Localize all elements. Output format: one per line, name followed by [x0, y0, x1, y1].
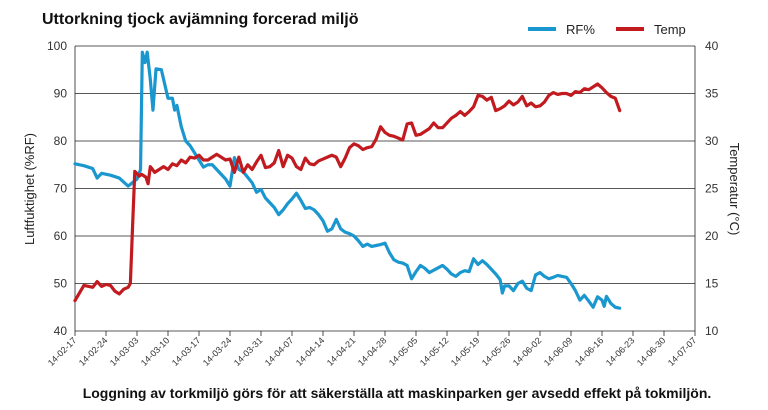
y-right-tick-label-0: 10	[705, 324, 719, 338]
y-axis-left-label: Luftfuktighet (%RF)	[22, 133, 37, 245]
x-tick-label-0: 14-02-17	[46, 335, 79, 368]
y-left-tick-label-1: 50	[54, 277, 68, 291]
y-left-tick-label-3: 70	[54, 182, 68, 196]
y-axis-right-label: Temperatur (°C)	[727, 143, 742, 236]
y-axis-left-ticks: 40 50 60 70 80 90 100	[47, 39, 67, 338]
y-right-tick-label-4: 30	[705, 134, 719, 148]
x-tick-label-17: 14-06-16	[573, 335, 606, 368]
x-tick-label-20: 14-07-07	[666, 335, 699, 368]
legend-label-temp: Temp	[654, 22, 686, 37]
x-tick-label-9: 14-04-21	[325, 335, 358, 368]
series-line-temp	[73, 82, 622, 303]
x-tick-label-14: 14-05-26	[480, 335, 513, 368]
y-axis-right-ticks: 10 15 20 25 30 35 40	[705, 39, 719, 338]
x-tick-label-19: 14-06-30	[635, 335, 668, 368]
series-line-rf	[73, 50, 622, 310]
legend-label-rf: RF%	[566, 22, 595, 37]
y-left-tick-label-6: 100	[47, 39, 67, 53]
y-right-tick-label-6: 40	[705, 39, 719, 53]
x-tick-label-1: 14-02-24	[77, 335, 110, 368]
x-tick-label-4: 14-03-17	[170, 335, 203, 368]
x-tick-label-3: 14-03-10	[139, 335, 172, 368]
x-tick-label-12: 14-05-12	[418, 335, 451, 368]
x-tick-label-16: 14-06-09	[542, 335, 575, 368]
x-tick-label-13: 14-05-19	[449, 335, 482, 368]
x-tick-label-10: 14-04-28	[356, 335, 389, 368]
x-tick-label-18: 14-06-23	[604, 335, 637, 368]
chart-series	[73, 50, 622, 310]
y-right-tick-label-3: 25	[705, 182, 719, 196]
y-left-tick-label-5: 90	[54, 87, 68, 101]
y-right-tick-label-1: 15	[705, 277, 719, 291]
x-tick-label-2: 14-03-03	[108, 335, 141, 368]
x-tick-label-6: 14-03-31	[232, 335, 265, 368]
chart-caption: Loggning av torkmiljö görs för att säker…	[83, 385, 712, 401]
y-right-tick-label-5: 35	[705, 87, 719, 101]
chart-title: Uttorkning tjock avjämning forcerad milj…	[42, 11, 359, 28]
y-right-tick-label-2: 20	[705, 229, 719, 243]
chart-legend: RF% Temp	[528, 22, 686, 37]
x-tick-label-5: 14-03-24	[201, 335, 234, 368]
y-left-tick-label-4: 80	[54, 134, 68, 148]
x-tick-label-8: 14-04-14	[294, 335, 327, 368]
x-axis-ticks: 14-02-1714-02-2414-03-0314-03-1014-03-17…	[46, 331, 699, 368]
y-left-tick-label-2: 60	[54, 229, 68, 243]
x-tick-label-7: 14-04-07	[263, 335, 296, 368]
x-tick-label-15: 14-06-02	[511, 335, 544, 368]
x-tick-label-11: 14-05-05	[387, 335, 420, 368]
y-left-tick-label-0: 40	[54, 324, 68, 338]
chart-grid	[74, 45, 696, 332]
